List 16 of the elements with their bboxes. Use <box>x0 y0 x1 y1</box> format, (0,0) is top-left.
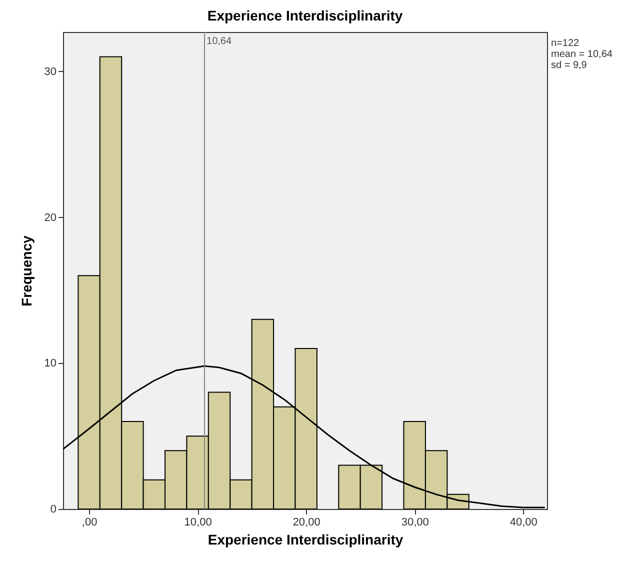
x-tick-label: 40,00 <box>510 516 538 528</box>
x-tick-label: ,00 <box>82 516 98 528</box>
x-tick-label: 20,00 <box>292 516 320 528</box>
y-tick-label: 20 <box>44 212 56 224</box>
x-tick-label: 30,00 <box>401 516 429 528</box>
ref-line-label: 10,64 <box>206 36 232 47</box>
text: mean = 10,64 <box>551 49 613 60</box>
text: sd = 9,9 <box>551 60 588 71</box>
chart-title: Experience Interdisciplinarity <box>207 8 403 24</box>
y-axis-title: Frequency <box>18 235 34 306</box>
y-tick-label: 30 <box>44 66 56 78</box>
text: n=122 <box>551 38 580 49</box>
x-tick-label: 10,00 <box>184 516 212 528</box>
y-tick-label: 10 <box>44 358 56 370</box>
x-axis-title: Experience Interdisciplinarity <box>208 532 404 548</box>
y-tick-label: 0 <box>50 504 56 516</box>
